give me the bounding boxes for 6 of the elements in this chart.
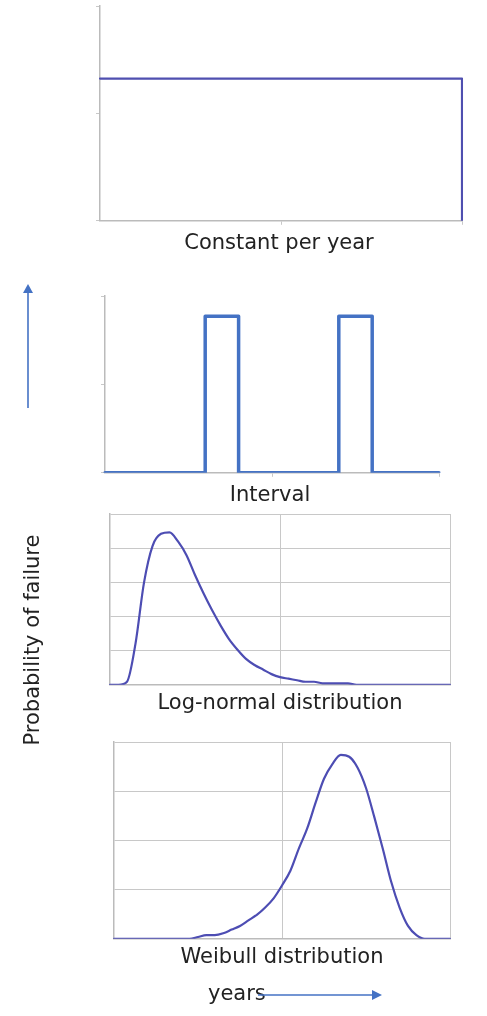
text: Interval — [229, 481, 311, 506]
text: Constant per year — [184, 229, 375, 254]
y-axis-title: Probability of failure — [20, 534, 44, 746]
x-axis-title: years — [208, 981, 266, 1005]
text: Log-normal distribution — [157, 689, 403, 714]
text: Weibull distribution — [180, 943, 384, 968]
